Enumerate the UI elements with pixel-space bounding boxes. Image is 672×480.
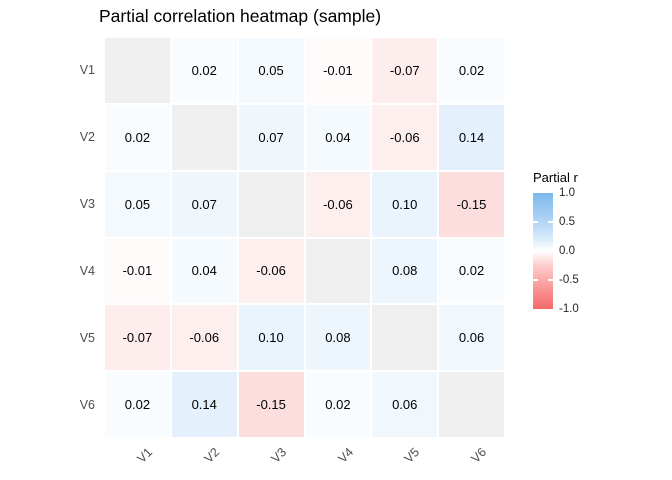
cell-value: 0.08	[392, 263, 418, 279]
cell-value: 0.07	[191, 196, 217, 212]
heatmap-cell: 0.14	[171, 372, 237, 437]
cell-value: 0.06	[458, 330, 485, 346]
cell-value: 0.05	[258, 62, 284, 78]
cell-value: -0.07	[389, 62, 420, 78]
heatmap-cell: -0.06	[372, 104, 438, 170]
legend-tick	[533, 250, 538, 252]
heatmap-cell: 0.02	[105, 104, 170, 170]
heatmap-cell: -0.06	[238, 238, 304, 304]
y-axis-label: V6	[79, 397, 95, 412]
x-axis-label: V2	[201, 445, 223, 466]
heatmap-cell: -0.01	[305, 38, 371, 103]
y-axis-label: V1	[79, 63, 95, 78]
legend-tick	[548, 221, 553, 223]
cell-value: 0.02	[458, 263, 485, 279]
heatmap-cell: 0.06	[372, 372, 438, 437]
cell-value: -0.07	[122, 330, 153, 346]
cell-value: 0.02	[124, 129, 151, 145]
cell-value: 0.04	[191, 263, 217, 279]
x-axis-label: V6	[468, 445, 490, 466]
y-axis-label: V4	[79, 263, 95, 278]
legend-title: Partial r	[533, 170, 578, 185]
cell-value: 0.02	[124, 397, 151, 413]
cell-value: -0.01	[323, 62, 353, 78]
heatmap-cell: 0.02	[439, 38, 504, 103]
heatmap-cell: -0.15	[439, 171, 504, 237]
legend-tick-label: -1.0	[559, 303, 579, 315]
heatmap-cell: -0.06	[305, 171, 371, 237]
cell-value: 0.05	[124, 196, 151, 212]
heatmap-cell	[305, 238, 371, 304]
heatmap-cell: 0.02	[105, 372, 170, 437]
y-axis-label: V5	[79, 330, 95, 345]
legend-tick	[533, 221, 538, 223]
cell-value: -0.06	[389, 129, 420, 145]
heatmap-cell: -0.07	[372, 38, 438, 103]
cell-value: 0.06	[392, 397, 418, 413]
heatmap-cell: 0.06	[439, 305, 504, 371]
legend-tick	[533, 279, 538, 281]
heatmap-cell: 0.10	[238, 305, 304, 371]
heatmap-cell	[372, 305, 438, 371]
heatmap-grid: 0.02 0.05 -0.01 -0.07 0.02 0.02 0.07 0.04 -0.06 0…	[105, 38, 504, 437]
legend-tick	[548, 279, 553, 281]
heatmap-cell: 0.08	[372, 238, 438, 304]
chart-title: Partial correlation heatmap (sample)	[99, 6, 382, 26]
heatmap-cell	[238, 171, 304, 237]
heatmap-cell	[105, 38, 170, 103]
heatmap-cell: 0.07	[238, 104, 304, 170]
cell-value: 0.14	[191, 397, 217, 413]
y-axis-label: V2	[79, 130, 95, 145]
heatmap-cell: 0.08	[305, 305, 371, 371]
y-axis-label: V3	[79, 197, 95, 212]
x-axis-label: V5	[401, 445, 423, 466]
heatmap-cell: -0.06	[171, 305, 237, 371]
heatmap-cell	[171, 104, 237, 170]
cell-value: -0.01	[122, 263, 153, 279]
cell-value: 0.10	[258, 330, 284, 346]
legend-tick-label: -0.5	[559, 274, 579, 286]
heatmap-cell: 0.05	[105, 171, 170, 237]
heatmap-cell: 0.02	[305, 372, 371, 437]
heatmap-cell: 0.05	[238, 38, 304, 103]
legend-tick	[548, 250, 553, 252]
cell-value: -0.06	[323, 196, 353, 212]
cell-value: 0.07	[258, 129, 284, 145]
cell-value: -0.15	[456, 196, 487, 212]
cell-value: -0.06	[189, 330, 220, 346]
x-axis-label: V1	[134, 445, 156, 466]
heatmap-cell	[439, 372, 504, 437]
heatmap-cell: 0.04	[305, 104, 371, 170]
cell-value: 0.02	[458, 62, 485, 78]
legend-tick-label: 0.5	[559, 216, 575, 228]
legend-tick-label: 0.0	[559, 245, 575, 257]
cell-value: 0.14	[458, 129, 485, 145]
x-axis-label: V4	[335, 445, 356, 466]
legend-tick-label: 1.0	[559, 187, 575, 199]
cell-value: 0.08	[325, 330, 351, 346]
cell-value: 0.04	[325, 129, 351, 145]
cell-value: 0.02	[325, 397, 351, 413]
cell-value: -0.06	[256, 263, 286, 279]
heatmap-cell: -0.07	[105, 305, 170, 371]
heatmap-cell: 0.10	[372, 171, 438, 237]
heatmap-cell: 0.07	[171, 171, 237, 237]
heatmap-cell: 0.02	[171, 38, 237, 103]
cell-value: 0.02	[191, 62, 217, 78]
heatmap-cell: 0.14	[439, 104, 504, 170]
cell-value: -0.15	[256, 397, 286, 413]
heatmap-cell: -0.01	[105, 238, 170, 304]
heatmap-cell: 0.02	[439, 238, 504, 304]
heatmap-cell: 0.04	[171, 238, 237, 304]
x-axis-label: V3	[268, 445, 289, 466]
cell-value: 0.10	[392, 196, 418, 212]
heatmap-cell: -0.15	[238, 372, 304, 437]
